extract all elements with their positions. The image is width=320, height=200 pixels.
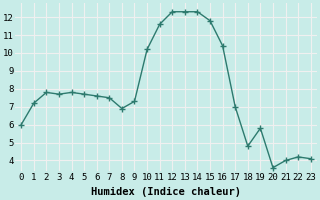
X-axis label: Humidex (Indice chaleur): Humidex (Indice chaleur) xyxy=(91,187,241,197)
